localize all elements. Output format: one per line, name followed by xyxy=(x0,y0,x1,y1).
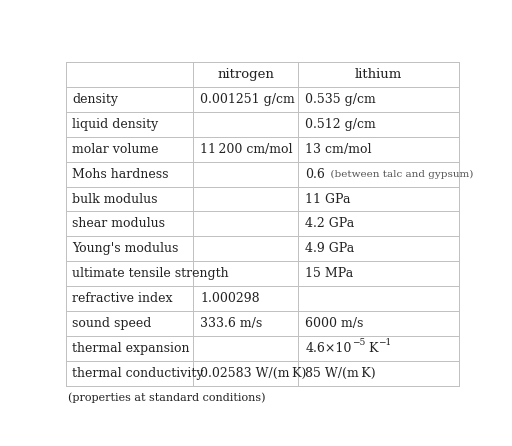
Text: liquid density: liquid density xyxy=(72,118,158,131)
Text: 11 200 cm: 11 200 cm xyxy=(200,143,265,156)
Text: −1: −1 xyxy=(378,339,392,347)
Text: −5: −5 xyxy=(352,339,365,347)
Text: sound speed: sound speed xyxy=(72,317,152,330)
Text: shear modulus: shear modulus xyxy=(72,218,165,231)
Text: 85 W/(m K): 85 W/(m K) xyxy=(305,367,376,380)
Text: 0.02583 W/(m K): 0.02583 W/(m K) xyxy=(200,367,307,380)
Text: 4.9 GPa: 4.9 GPa xyxy=(305,242,354,256)
Text: density: density xyxy=(72,93,118,106)
Text: 13 cm: 13 cm xyxy=(305,143,344,156)
Text: 1.000298: 1.000298 xyxy=(200,292,260,305)
Text: 0.001251 g/cm: 0.001251 g/cm xyxy=(200,93,295,106)
Text: bulk modulus: bulk modulus xyxy=(72,193,157,206)
Text: 0.6: 0.6 xyxy=(305,168,325,181)
Text: /mol: /mol xyxy=(344,143,372,156)
Text: 4.2 GPa: 4.2 GPa xyxy=(305,218,354,231)
Text: K: K xyxy=(365,342,378,355)
Text: lithium: lithium xyxy=(355,68,402,81)
Text: 15 MPa: 15 MPa xyxy=(305,267,353,280)
Text: 6000 m/s: 6000 m/s xyxy=(305,317,364,330)
Text: thermal conductivity: thermal conductivity xyxy=(72,367,203,380)
Text: 0.512 g/cm: 0.512 g/cm xyxy=(305,118,376,131)
Text: ultimate tensile strength: ultimate tensile strength xyxy=(72,267,228,280)
Text: (between talc and gypsum): (between talc and gypsum) xyxy=(325,169,474,179)
Text: 4.6×10: 4.6×10 xyxy=(305,342,352,355)
Text: Young's modulus: Young's modulus xyxy=(72,242,178,256)
Text: molar volume: molar volume xyxy=(72,143,158,156)
Text: 11 GPa: 11 GPa xyxy=(305,193,351,206)
Text: refractive index: refractive index xyxy=(72,292,173,305)
Text: thermal expansion: thermal expansion xyxy=(72,342,189,355)
Text: (properties at standard conditions): (properties at standard conditions) xyxy=(68,392,265,403)
Text: 333.6 m/s: 333.6 m/s xyxy=(200,317,262,330)
Text: nitrogen: nitrogen xyxy=(217,68,274,81)
Text: /mol: /mol xyxy=(265,143,293,156)
Text: 0.535 g/cm: 0.535 g/cm xyxy=(305,93,376,106)
Text: Mohs hardness: Mohs hardness xyxy=(72,168,168,181)
